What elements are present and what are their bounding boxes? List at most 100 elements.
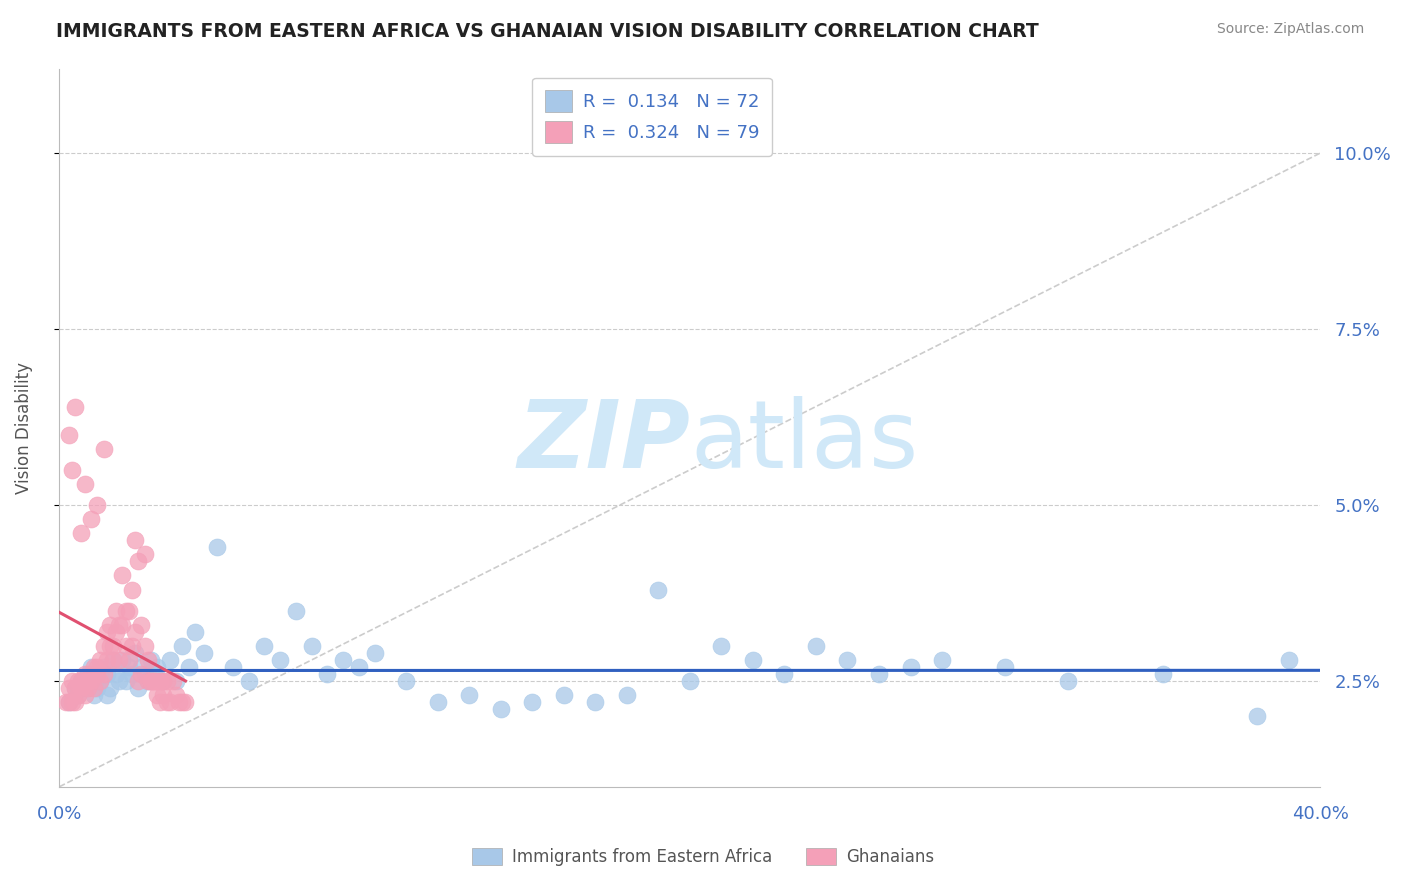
Point bbox=[83, 688, 105, 702]
Point bbox=[73, 688, 96, 702]
Point bbox=[1246, 709, 1268, 723]
Point bbox=[162, 674, 184, 689]
Point bbox=[67, 688, 90, 702]
Point bbox=[114, 674, 136, 689]
Point bbox=[136, 674, 159, 689]
Point bbox=[70, 681, 93, 695]
Point bbox=[76, 681, 98, 695]
Point bbox=[167, 695, 190, 709]
Point bbox=[155, 695, 177, 709]
Point bbox=[139, 653, 162, 667]
Point bbox=[616, 688, 638, 702]
Point bbox=[124, 646, 146, 660]
Point bbox=[101, 639, 124, 653]
Point bbox=[165, 688, 187, 702]
Point bbox=[98, 617, 121, 632]
Point bbox=[253, 639, 276, 653]
Point bbox=[105, 604, 128, 618]
Point bbox=[108, 674, 131, 689]
Point bbox=[152, 674, 174, 689]
Point bbox=[172, 639, 194, 653]
Point bbox=[458, 688, 481, 702]
Point bbox=[105, 667, 128, 681]
Point bbox=[63, 681, 86, 695]
Point bbox=[118, 660, 141, 674]
Point bbox=[73, 667, 96, 681]
Point bbox=[89, 674, 111, 689]
Point bbox=[60, 674, 83, 689]
Point bbox=[58, 695, 80, 709]
Point bbox=[67, 674, 90, 689]
Point bbox=[146, 674, 169, 689]
Point bbox=[193, 646, 215, 660]
Point bbox=[363, 646, 385, 660]
Point bbox=[347, 660, 370, 674]
Point bbox=[931, 653, 953, 667]
Point bbox=[127, 681, 149, 695]
Point bbox=[58, 681, 80, 695]
Point bbox=[80, 660, 103, 674]
Point bbox=[86, 681, 108, 695]
Point bbox=[96, 688, 118, 702]
Point bbox=[60, 695, 83, 709]
Point bbox=[1057, 674, 1080, 689]
Point bbox=[63, 400, 86, 414]
Point bbox=[489, 702, 512, 716]
Point bbox=[131, 667, 153, 681]
Point bbox=[134, 639, 156, 653]
Point bbox=[93, 660, 115, 674]
Point bbox=[63, 695, 86, 709]
Point bbox=[127, 554, 149, 568]
Point bbox=[332, 653, 354, 667]
Point bbox=[773, 667, 796, 681]
Point bbox=[55, 695, 77, 709]
Point bbox=[127, 674, 149, 689]
Point bbox=[742, 653, 765, 667]
Point bbox=[108, 653, 131, 667]
Point bbox=[269, 653, 291, 667]
Point bbox=[73, 681, 96, 695]
Point bbox=[647, 582, 669, 597]
Point bbox=[111, 653, 134, 667]
Point bbox=[101, 653, 124, 667]
Point bbox=[80, 674, 103, 689]
Legend: Immigrants from Eastern Africa, Ghanaians: Immigrants from Eastern Africa, Ghanaian… bbox=[464, 840, 942, 875]
Text: ZIP: ZIP bbox=[517, 396, 690, 488]
Point bbox=[149, 674, 172, 689]
Point bbox=[114, 604, 136, 618]
Point bbox=[93, 667, 115, 681]
Point bbox=[80, 667, 103, 681]
Point bbox=[83, 660, 105, 674]
Point bbox=[89, 674, 111, 689]
Point bbox=[994, 660, 1017, 674]
Point bbox=[80, 512, 103, 526]
Point bbox=[58, 427, 80, 442]
Point bbox=[710, 639, 733, 653]
Point bbox=[121, 667, 143, 681]
Point bbox=[172, 695, 194, 709]
Point bbox=[114, 639, 136, 653]
Point bbox=[868, 667, 890, 681]
Point bbox=[1152, 667, 1174, 681]
Point bbox=[139, 674, 162, 689]
Text: atlas: atlas bbox=[690, 396, 918, 488]
Point bbox=[155, 674, 177, 689]
Point bbox=[131, 617, 153, 632]
Point bbox=[205, 541, 228, 555]
Point bbox=[553, 688, 575, 702]
Point bbox=[83, 681, 105, 695]
Point bbox=[96, 667, 118, 681]
Point bbox=[143, 674, 166, 689]
Text: IMMIGRANTS FROM EASTERN AFRICA VS GHANAIAN VISION DISABILITY CORRELATION CHART: IMMIGRANTS FROM EASTERN AFRICA VS GHANAI… bbox=[56, 22, 1039, 41]
Point bbox=[152, 688, 174, 702]
Point bbox=[86, 667, 108, 681]
Point bbox=[89, 653, 111, 667]
Point bbox=[76, 674, 98, 689]
Text: Source: ZipAtlas.com: Source: ZipAtlas.com bbox=[1216, 22, 1364, 37]
Point bbox=[101, 653, 124, 667]
Point bbox=[159, 695, 181, 709]
Point bbox=[139, 674, 162, 689]
Point bbox=[96, 653, 118, 667]
Point bbox=[136, 674, 159, 689]
Point bbox=[583, 695, 606, 709]
